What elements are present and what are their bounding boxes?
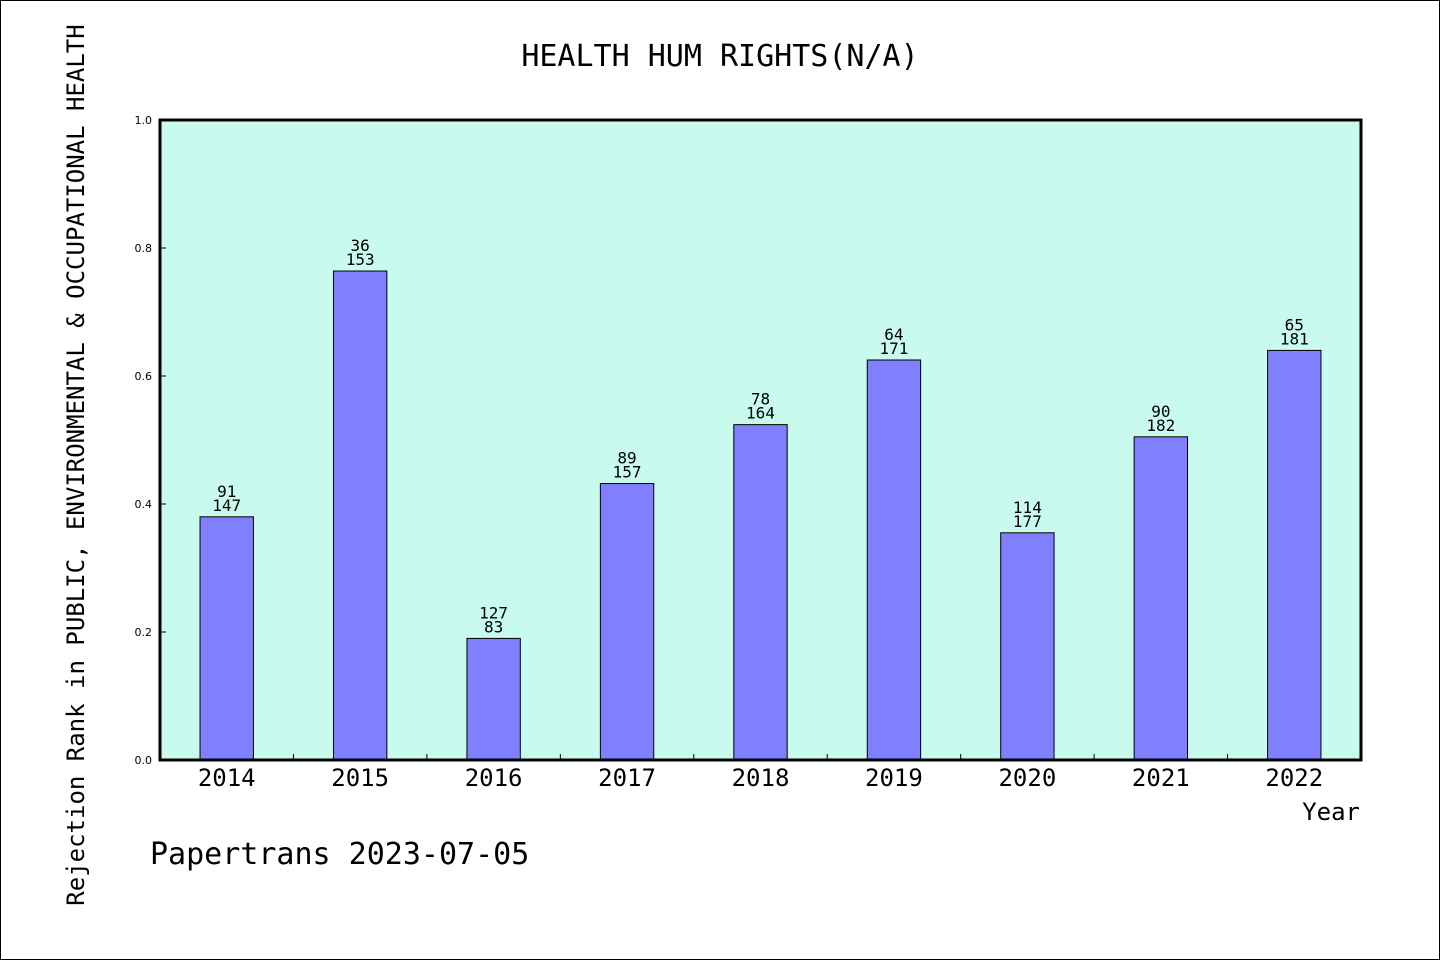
bar-2022 [1267, 349, 1322, 761]
bars-group [199, 270, 1322, 761]
y-axis-label: Rejection Rank in PUBLIC, ENVIRONMENTAL … [62, 24, 90, 905]
bar-labels-group: 9114736153127838915778164641711141779018… [212, 236, 1308, 636]
x-tick-label: 2022 [1265, 764, 1323, 792]
bar-label-bottom: 181 [1280, 329, 1309, 348]
bar-label-bottom: 153 [346, 250, 375, 269]
x-tick-label: 2019 [865, 764, 923, 792]
x-tick-label: 2021 [1132, 764, 1190, 792]
x-tick-label: 2017 [598, 764, 656, 792]
bar-2016 [466, 637, 521, 761]
bar-2021 [1133, 436, 1189, 761]
y-tick-label: 0.6 [135, 370, 153, 383]
bar-label-top: 127 [479, 603, 508, 622]
x-tick-label: 2016 [465, 764, 523, 792]
bar-label-bottom: 171 [879, 339, 908, 358]
y-tick-label: 0.4 [135, 498, 153, 511]
y-tick-label: 0.0 [135, 754, 153, 767]
bar-label-bottom: 157 [613, 463, 642, 482]
plot-border [158, 118, 1363, 762]
x-tick-label: 2018 [732, 764, 790, 792]
x-axis-label: Year [1302, 798, 1360, 826]
y-tick-label: 0.2 [135, 626, 153, 639]
y-tick-label: 1.0 [135, 114, 153, 127]
bar-label-top: 78 [751, 390, 770, 409]
x-tick-label: 2014 [198, 764, 256, 792]
bar-label-bottom: 164 [746, 404, 775, 423]
bar-label-top: 91 [217, 482, 236, 501]
bar-2015 [332, 270, 388, 761]
bar-label-bottom: 83 [484, 617, 503, 636]
bar-label-top: 90 [1151, 402, 1170, 421]
bar-label-top: 89 [617, 449, 636, 468]
bar-label-bottom: 147 [212, 496, 241, 515]
bar-2020 [1000, 532, 1055, 761]
bar-2014 [199, 516, 254, 761]
bar-2019 [866, 359, 922, 761]
chart-title: HEALTH HUM RIGHTS(N/A) [521, 39, 918, 74]
bar-label-top: 36 [351, 236, 370, 255]
y-tick-label: 0.8 [135, 242, 153, 255]
bar-label-top: 65 [1285, 315, 1304, 334]
bar-label-top: 64 [884, 325, 903, 344]
bar-label-bottom: 177 [1013, 512, 1042, 531]
x-tick-label: 2015 [331, 764, 389, 792]
bar-label-top: 114 [1013, 498, 1042, 517]
x-axis-ticks: 2014 2015 2016 2017 2018 2019 2020 2021 2022 [198, 754, 1323, 792]
bar-label-bottom: 182 [1146, 416, 1175, 435]
credit-text: Papertrans 2023-07-05 [150, 837, 529, 872]
bar-2017 [599, 483, 655, 761]
bar-2018 [733, 424, 788, 761]
x-tick-label: 2020 [998, 764, 1056, 792]
